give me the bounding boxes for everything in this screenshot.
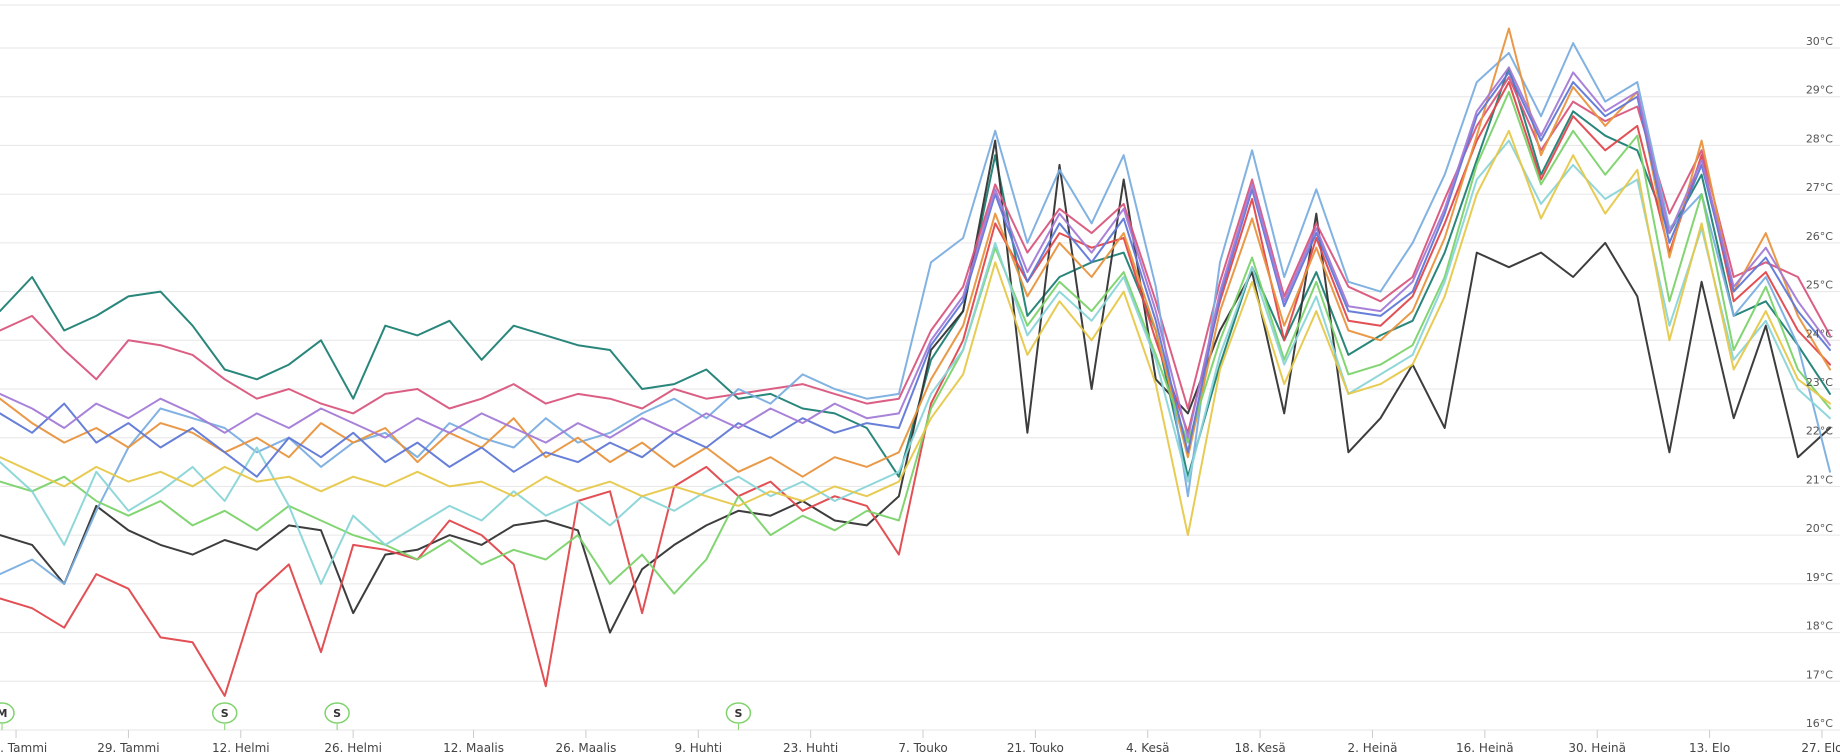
y-tick-label: 28°C	[1806, 132, 1833, 145]
series-line-4	[0, 76, 1831, 415]
grid-layer	[0, 4, 1840, 731]
x-tick-label: 21. Touko	[1007, 741, 1064, 755]
x-tick-label: 12. Helmi	[212, 741, 270, 755]
flag-label: S	[221, 707, 229, 720]
x-tick-label: 27. Elo	[1801, 741, 1840, 755]
x-tick-label: 29. Tammi	[97, 741, 159, 755]
flag-label: S	[734, 707, 742, 720]
series-line-2	[0, 139, 1831, 634]
series-line-7	[0, 90, 1831, 595]
y-tick-label: 26°C	[1806, 230, 1833, 243]
x-tick-label: 9. Huhti	[675, 741, 723, 755]
y-tick-label: 20°C	[1806, 522, 1833, 535]
flag-label: S	[333, 707, 341, 720]
y-tick-label: 19°C	[1806, 571, 1833, 584]
x-tick-label: 30. Heinä	[1568, 741, 1626, 755]
x-tick-label: 7. Touko	[898, 741, 947, 755]
series-line-11	[0, 66, 1831, 444]
y-tick-label: 21°C	[1806, 473, 1833, 486]
series-line-5	[0, 42, 1831, 585]
x-tick-label: 13. Elo	[1689, 741, 1730, 755]
flag-marker	[324, 702, 350, 724]
flag-marker	[211, 702, 238, 724]
x-tick-label: 26. Helmi	[324, 741, 382, 755]
x-tick-label: 12. Maalis	[443, 741, 504, 755]
y-tick-label: 30°C	[1806, 35, 1833, 48]
flag-label: M	[0, 707, 7, 720]
x-tick-label: 2. Heinä	[1347, 741, 1397, 755]
y-tick-label: 16°C	[1806, 717, 1833, 730]
y-tick-label: 18°C	[1806, 620, 1833, 633]
series-layer	[0, 27, 1831, 697]
x-tick-label: 15. Tammi	[0, 741, 47, 755]
x-tick-label: 26. Maalis	[555, 741, 616, 755]
x-tick-label: 23. Huhti	[783, 741, 838, 755]
x-tick-label: 4. Kesä	[1126, 741, 1170, 755]
series-line-3	[0, 81, 1831, 697]
x-tick-label: 16. Heinä	[1456, 741, 1514, 755]
series-line-6	[0, 27, 1831, 478]
y-tick-label: 24°C	[1806, 327, 1833, 340]
y-tick-label: 27°C	[1806, 181, 1833, 194]
flag-marker	[0, 702, 15, 724]
x-tick-label: 18. Kesä	[1235, 741, 1286, 755]
series-line-10	[0, 71, 1831, 478]
y-tick-label: 23°C	[1806, 376, 1833, 389]
series-line-9	[0, 129, 1831, 537]
y-tick-label: 29°C	[1806, 84, 1833, 97]
flag-marker	[725, 702, 752, 724]
axis-layer: 16°C 17°C 18°C 19°C 20°C 21°C 22°C 23°C 24°C 25°C…	[0, 35, 1840, 755]
y-tick-label: 25°C	[1806, 279, 1833, 292]
y-tick-label: 17°C	[1806, 668, 1833, 681]
y-tick-label: 22°C	[1806, 425, 1833, 438]
